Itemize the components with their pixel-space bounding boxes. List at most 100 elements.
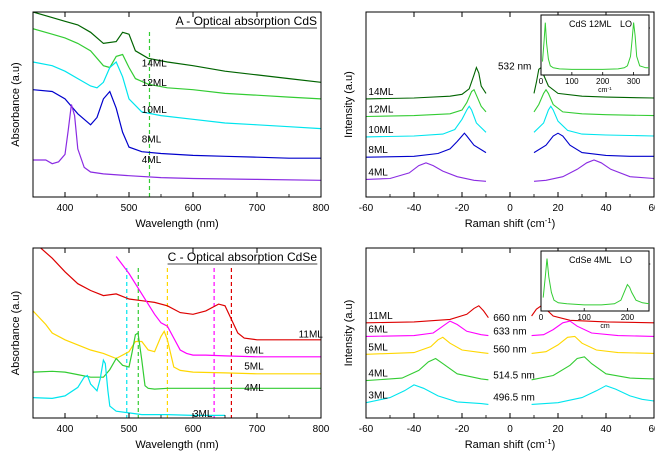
inset-frame	[540, 14, 650, 76]
series-label: 6ML	[244, 345, 264, 356]
series-line-right-12ML	[533, 88, 654, 117]
laser-wavelength-label: 496.5 nm	[493, 393, 535, 404]
panel-D: 11ML 660 nm 6ML 633 nm 5ML 560 nm 4ML 514.5 nm 3…	[343, 247, 655, 452]
series-label: 8ML	[142, 134, 162, 145]
x-tick-label: 600	[185, 424, 202, 435]
series-line-left-12ML	[366, 88, 487, 118]
series-line-left-8ML	[366, 132, 487, 158]
inset-spectrum	[542, 22, 649, 70]
laser-wavelength-label: 560 nm	[493, 344, 526, 355]
series-line-5ML	[33, 310, 321, 375]
x-tick-label: -40	[407, 203, 422, 214]
x-axis-label: Wavelength (nm)	[135, 218, 218, 230]
x-tick-label: 20	[552, 424, 564, 435]
y-axis-label: Absorbance (a.u)	[10, 62, 22, 146]
annotation: 532 nm	[498, 61, 531, 72]
series-label: 5ML	[368, 342, 388, 353]
x-tick-label: -40	[407, 424, 422, 435]
inset-peak-label: LO	[620, 19, 632, 29]
panel-title: A - Optical absorption CdS	[176, 14, 317, 28]
series-label: 4ML	[368, 369, 388, 380]
series-line-4ML	[33, 331, 321, 390]
series-label: 11ML	[299, 329, 324, 340]
series-label: 11ML	[368, 311, 393, 322]
series-line-right-5ML	[531, 335, 654, 354]
series-line-left-14ML	[366, 65, 487, 100]
panel-B: 14ML 12ML 10ML 8ML 4ML 532 nm -60 -40 -20 0 20 40 60…	[343, 11, 655, 231]
series-line-left-4ML	[366, 162, 487, 182]
plot-frame	[32, 11, 322, 198]
x-tick-label: -60	[359, 424, 374, 435]
x-tick-label: 0	[507, 424, 513, 435]
inset-tick-label: 300	[627, 77, 641, 86]
x-tick-label: 20	[552, 203, 564, 214]
series-label: 10ML	[142, 105, 167, 116]
inset-title: CdSe 4ML	[569, 255, 612, 265]
x-tick-label: 700	[249, 424, 266, 435]
series-line-4ML	[33, 104, 321, 181]
series-label: 10ML	[368, 125, 393, 136]
x-tick-label: -20	[455, 203, 470, 214]
series-line-right-6ML	[531, 320, 654, 337]
series-label: 3ML	[193, 409, 213, 420]
y-axis-label: Absorbance (a.u)	[10, 291, 22, 375]
series-label: 5ML	[244, 362, 264, 373]
panel-title: C - Optical absorption CdSe	[168, 250, 318, 264]
series-line-right-4ML	[533, 159, 654, 182]
series-line-left-4ML	[366, 357, 489, 382]
x-tick-label: 500	[121, 203, 138, 214]
series-line-12ML	[33, 28, 321, 100]
series-label: 6ML	[368, 324, 388, 335]
series-label: 8ML	[368, 145, 388, 156]
inset-B: 0 100 200 300 CdS 12ML LO cm-1	[539, 14, 650, 95]
series-line-left-6ML	[366, 320, 489, 337]
inset-tick-label: 200	[621, 313, 635, 322]
series-line-right-3ML	[531, 385, 654, 405]
series-line-left-5ML	[366, 336, 489, 355]
x-tick-label: 800	[313, 203, 330, 214]
series-label: 4ML	[368, 167, 388, 178]
x-tick-label: -60	[359, 203, 374, 214]
inset-title: CdS 12ML	[569, 19, 612, 29]
y-axis-label: Intensity (a.u)	[343, 71, 355, 138]
laser-wavelength-label: 514.5 nm	[493, 371, 535, 382]
series-label: 12ML	[368, 105, 393, 116]
x-tick-label: 40	[600, 203, 612, 214]
x-tick-label: -20	[455, 424, 470, 435]
series-line-14ML	[33, 12, 321, 83]
x-tick-label: 700	[249, 203, 266, 214]
inset-tick-label: 0	[539, 77, 544, 86]
series-line-6ML	[115, 256, 321, 358]
series-line-3ML	[33, 358, 225, 416]
x-tick-label: 400	[57, 203, 74, 214]
series-line-left-11ML	[366, 305, 489, 324]
plot-area	[366, 305, 654, 405]
x-tick-label: 400	[57, 424, 74, 435]
x-tick-label: 0	[507, 203, 513, 214]
series-line-11ML	[39, 248, 321, 341]
x-axis-label: Raman shift (cm-1)	[465, 216, 556, 231]
x-axis-label: Wavelength (nm)	[135, 439, 218, 451]
series-label: 4ML	[244, 383, 264, 394]
plot-area	[33, 248, 321, 418]
plot-area	[366, 65, 654, 182]
y-axis-label: Intensity (a.u)	[343, 300, 355, 367]
inset-peak-label: LO	[620, 255, 632, 265]
x-axis-label: Raman shift (cm-1)	[465, 437, 556, 452]
series-line-10ML	[33, 61, 321, 130]
x-tick-label: 800	[313, 424, 330, 435]
series-label: 12ML	[142, 78, 167, 89]
x-tick-label: 600	[185, 203, 202, 214]
plot-area	[33, 12, 321, 197]
inset-tick-label: 100	[578, 313, 592, 322]
series-line-right-10ML	[533, 105, 654, 137]
laser-wavelength-label: 660 nm	[493, 313, 526, 324]
plot-frame	[32, 247, 322, 419]
inset-x-label: cm-1	[598, 86, 612, 95]
inset-D: 0 100 200 CdSe 4ML LO cm	[539, 250, 650, 330]
inset-frame	[540, 250, 650, 312]
series-line-right-14ML	[533, 66, 654, 99]
series-label: 3ML	[368, 391, 388, 402]
laser-wavelength-label: 633 nm	[493, 326, 526, 337]
